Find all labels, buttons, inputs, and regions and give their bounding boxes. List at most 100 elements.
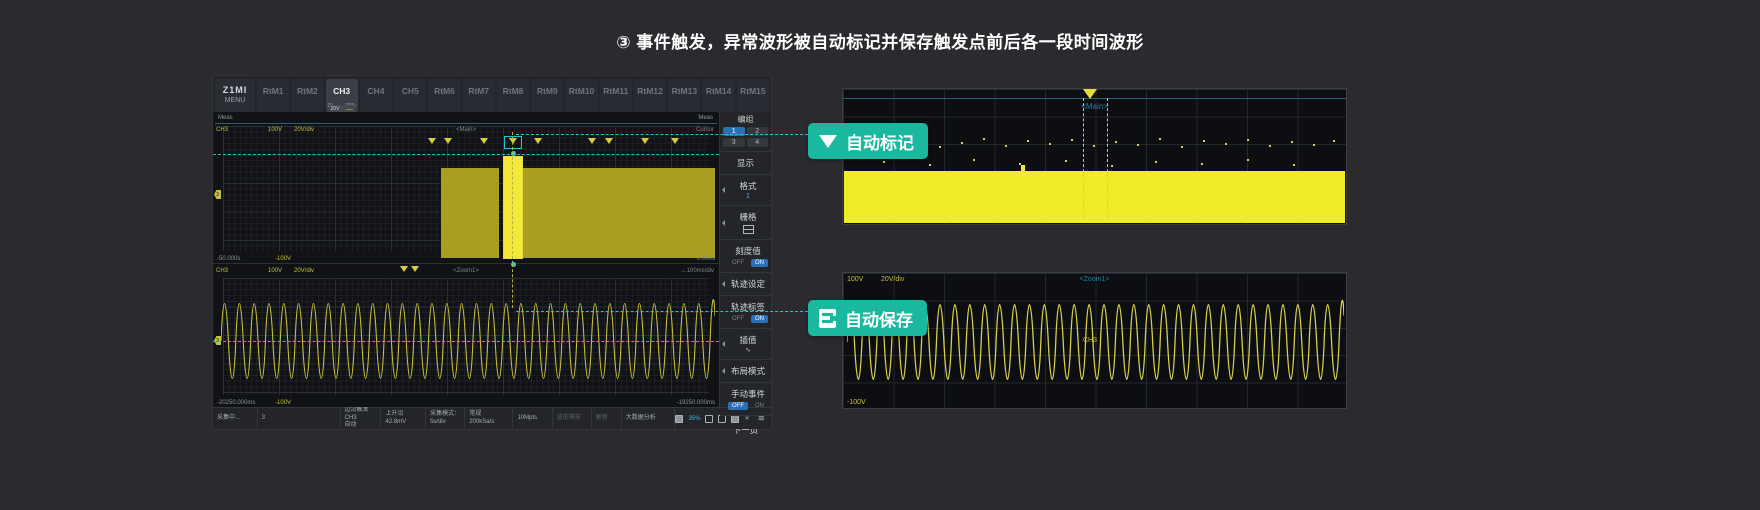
channel-tab-label: RtM11 xyxy=(603,86,629,96)
channel-scale-bar: 20V — xyxy=(328,105,355,113)
event-marker-icon[interactable] xyxy=(588,138,596,144)
event-marker-icon[interactable] xyxy=(444,138,452,144)
auto-mark-triangle-icon[interactable] xyxy=(1083,89,1097,99)
channel-tab-rtm8[interactable]: RtM8 xyxy=(496,79,530,112)
channel-tab-rtm12[interactable]: RtM12 xyxy=(633,79,667,112)
meas-label-right: Meas xyxy=(698,115,713,121)
channel-tab-ch5[interactable]: CH5 xyxy=(394,79,427,112)
zoom-marker-icon[interactable] xyxy=(411,266,419,272)
status-analysis[interactable]: 大数据分析 xyxy=(622,408,676,429)
side-item-trace-label[interactable]: 轨迹标签 OFF ON xyxy=(720,296,771,329)
main-volts-label: 100V xyxy=(268,127,283,133)
toggle-on-label[interactable]: ON xyxy=(751,259,768,267)
status-edge-level: 42.8mV xyxy=(385,418,407,425)
channel-tab-rtm9[interactable]: RtM9 xyxy=(531,79,564,112)
side-item-grid[interactable]: 栅格 xyxy=(720,206,771,240)
zoom-anchor-dot[interactable] xyxy=(511,262,516,267)
next-page-button[interactable]: 下一页 xyxy=(732,425,759,435)
wifi-icon[interactable]: ≋ xyxy=(757,413,765,423)
callout-auto-mark[interactable]: 自动标记 xyxy=(808,123,928,159)
brand-menu-button[interactable]: Z1MI MENU xyxy=(215,79,255,112)
curve-icon: ∿ xyxy=(745,347,751,354)
event-marker-icon[interactable] xyxy=(480,138,488,144)
toggle-off-label[interactable]: OFF xyxy=(732,316,744,322)
main-y-offset-handle[interactable]: 3 xyxy=(214,190,221,199)
toggle-on-label[interactable]: ON xyxy=(755,403,764,409)
event-marker-selected-icon[interactable] xyxy=(509,138,517,144)
toggle-off-label[interactable]: OFF xyxy=(732,260,744,266)
callout-auto-save[interactable]: 自动保存 xyxy=(808,300,927,336)
manual-event-toggle[interactable]: OFF ON xyxy=(728,402,768,410)
status-acq-mode: 采集模式： 5s/div xyxy=(426,408,466,429)
side-item-label: 布局模式 xyxy=(730,366,765,376)
zoom-waveform-plot[interactable]: CH3 100V 20V/div <Zoom1> ↔100ms/div 3 xyxy=(213,262,719,407)
toggle-off-label[interactable]: OFF xyxy=(728,402,748,410)
trace-label-toggle[interactable]: OFF ON xyxy=(728,315,768,323)
side-item-trace-setting[interactable]: 轨迹设定 xyxy=(720,273,771,296)
side-item-scale-value[interactable]: 刻度值 OFF ON xyxy=(720,240,771,273)
side-item-label: 栅格 xyxy=(739,212,757,222)
detail-panel-zoom[interactable]: 100V 20V/div <Zoom1> CH3 -100V xyxy=(842,272,1347,409)
side-item-layout-mode[interactable]: 布局模式 xyxy=(720,360,771,383)
side-item-label: 手动事件 xyxy=(730,389,765,399)
waveform-envelope-band xyxy=(441,168,499,258)
toggle-on-label[interactable]: ON xyxy=(751,315,768,323)
status-edge: 上升沿 42.8mV xyxy=(381,408,427,429)
zoom-level-label: -100V xyxy=(275,400,292,406)
storage-icon[interactable] xyxy=(675,414,684,423)
channel-tab-rtm6[interactable]: RtM6 xyxy=(428,79,461,112)
channel-tab-rtm10[interactable]: RtM10 xyxy=(565,79,598,112)
channel-tab-ch4[interactable]: CH4 xyxy=(359,79,393,112)
channel-tab-ch3[interactable]: CH3 20 200k 20V — xyxy=(325,79,358,113)
detail-zoom-view-label: <Zoom1> xyxy=(1079,276,1110,283)
channel-tab-label: RtM14 xyxy=(705,86,732,96)
detail-panel-main[interactable]: <Main> xyxy=(842,88,1347,225)
side-item-format[interactable]: 格式 1 xyxy=(720,175,771,206)
event-marker-icon[interactable] xyxy=(671,138,679,144)
status-trigger-auto: 自动 xyxy=(344,422,357,429)
event-marker-icon[interactable] xyxy=(605,138,613,144)
channel-tab-rtm7[interactable]: RtM7 xyxy=(462,79,495,112)
group-button-3[interactable]: 3 xyxy=(723,138,745,147)
scale-value-toggle[interactable]: OFF ON xyxy=(728,259,768,267)
display-section-label: 显示 xyxy=(736,158,754,168)
channel-tab-rtm2[interactable]: RtM2 xyxy=(291,79,324,112)
event-marker-icon[interactable] xyxy=(428,138,436,144)
channel-tab-rtm13[interactable]: RtM13 xyxy=(668,79,701,112)
zoom-y-offset-handle[interactable]: 3 xyxy=(214,336,221,345)
channel-tab-rtm11[interactable]: RtM11 xyxy=(599,79,632,112)
group-buttons: 1 2 3 4 xyxy=(723,127,768,147)
main-meas-row: Meas Meas xyxy=(215,112,717,124)
event-marker-icon[interactable] xyxy=(641,138,649,144)
side-item-label: 插值 xyxy=(739,335,757,345)
detail-zoom-sine-waveform xyxy=(847,299,1344,381)
zoom-time-right: -19250.000ms xyxy=(676,400,715,406)
trigger-highlight-band xyxy=(504,157,522,258)
status-acquire: 采集中... xyxy=(213,408,258,429)
tools-icon[interactable]: ✕ xyxy=(744,415,750,422)
detail-main-cursor-line-b[interactable] xyxy=(1107,98,1108,218)
selected-event-marker-box[interactable] xyxy=(504,136,522,149)
group-button-1[interactable]: 1 xyxy=(723,127,745,136)
channel-tab-rtm1[interactable]: RtM1 xyxy=(257,79,290,112)
cursor-anchor-dot[interactable] xyxy=(511,151,516,156)
chevron-left-icon xyxy=(722,219,725,226)
status-capture-label: 波形捕获 xyxy=(556,414,581,421)
channel-tab-rtm15[interactable]: RtM15 xyxy=(736,79,769,112)
event-marker-icon[interactable] xyxy=(534,138,542,144)
side-item-interpolation[interactable]: 插值 ∿ xyxy=(720,329,771,360)
zoom-marker-icon[interactable] xyxy=(400,266,408,272)
zoom-time-left: -20250.000ms xyxy=(217,400,256,406)
main-waveform-plot[interactable]: Meas Meas CH3 100V 20V/div <Main> Cursor xyxy=(213,112,719,264)
detail-main-cursor-line-a[interactable] xyxy=(1083,98,1084,218)
group-selector: 编组 1 2 3 4 xyxy=(720,112,771,152)
screenshot-icon[interactable] xyxy=(705,414,714,423)
group-button-2[interactable]: 2 xyxy=(746,127,768,136)
status-trigger-channel: CH3 xyxy=(344,414,357,421)
zoom-channel-row: CH3 100V 20V/div <Zoom1> ↔100ms/div xyxy=(216,266,716,277)
chevron-left-icon xyxy=(722,368,725,374)
side-item-manual-event[interactable]: 手动事件 OFF ON xyxy=(720,383,771,416)
group-button-4[interactable]: 4 xyxy=(746,138,768,147)
channel-tab-rtm14[interactable]: RtM14 xyxy=(702,79,735,112)
